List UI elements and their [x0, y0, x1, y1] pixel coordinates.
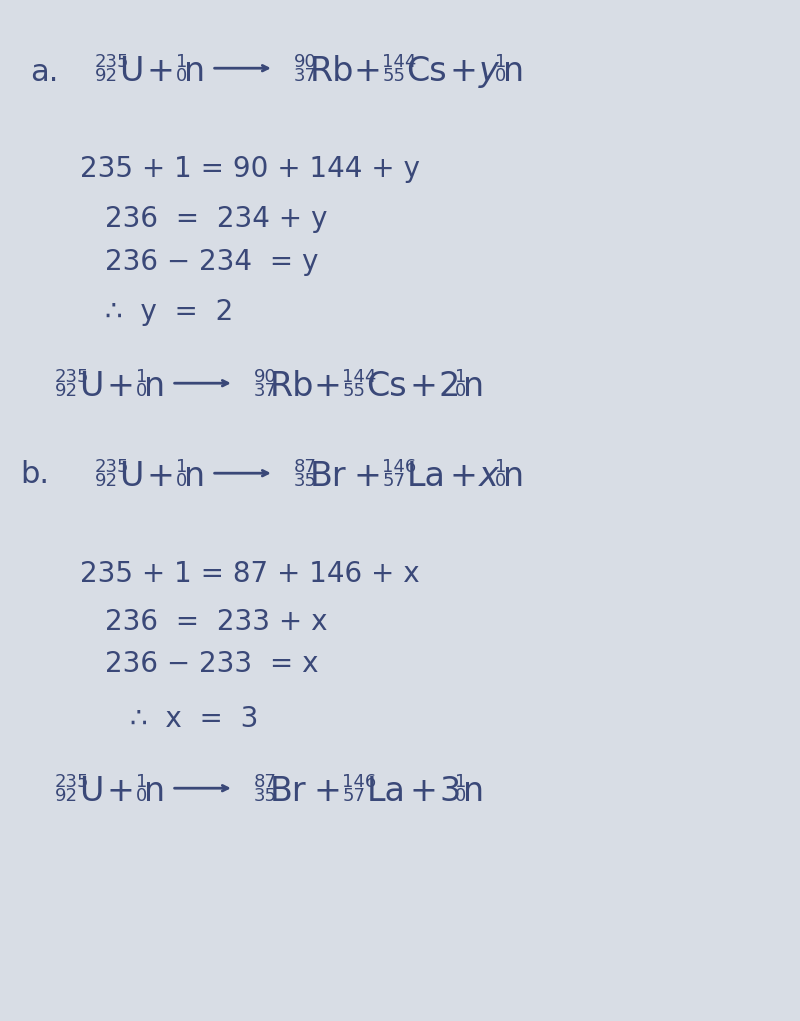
Text: 236  =  234 + y: 236 = 234 + y: [105, 205, 327, 233]
Text: 235: 235: [55, 773, 90, 791]
Text: +: +: [353, 460, 381, 493]
Text: 90: 90: [254, 368, 277, 386]
Text: 55: 55: [382, 67, 406, 85]
Text: 0: 0: [136, 382, 147, 400]
Text: 1: 1: [454, 368, 466, 386]
Text: n: n: [462, 775, 484, 808]
Text: 235 + 1 = 90 + 144 + y: 235 + 1 = 90 + 144 + y: [80, 155, 420, 183]
Text: 92: 92: [95, 67, 118, 85]
Text: 1: 1: [494, 458, 506, 476]
Text: 92: 92: [95, 472, 118, 490]
Text: 35: 35: [254, 787, 277, 805]
Text: 57: 57: [342, 787, 366, 805]
Text: a.: a.: [30, 58, 58, 87]
Text: 235: 235: [55, 368, 90, 386]
Text: 146: 146: [342, 773, 377, 791]
Text: 146: 146: [382, 458, 417, 476]
Text: 0: 0: [494, 67, 506, 85]
Text: 0: 0: [136, 787, 147, 805]
Text: 87: 87: [254, 773, 277, 791]
Text: 1: 1: [176, 53, 187, 71]
Text: +: +: [450, 55, 478, 88]
Text: n: n: [184, 460, 206, 493]
Text: n: n: [144, 775, 166, 808]
Text: +: +: [410, 775, 438, 808]
Text: Br: Br: [270, 775, 306, 808]
Text: +: +: [146, 55, 174, 88]
Text: 235: 235: [95, 53, 130, 71]
Text: +: +: [146, 460, 174, 493]
Text: 90: 90: [294, 53, 317, 71]
Text: 144: 144: [342, 368, 377, 386]
Text: 1: 1: [136, 773, 147, 791]
Text: 236 − 233  = x: 236 − 233 = x: [105, 650, 318, 678]
Text: +: +: [313, 370, 341, 403]
Text: 37: 37: [254, 382, 277, 400]
Text: 0: 0: [454, 787, 466, 805]
Text: n: n: [144, 370, 166, 403]
Text: 2: 2: [439, 370, 460, 403]
Text: 235 + 1 = 87 + 146 + x: 235 + 1 = 87 + 146 + x: [80, 560, 420, 588]
Text: Rb: Rb: [310, 55, 354, 88]
Text: 0: 0: [454, 382, 466, 400]
Text: b.: b.: [20, 460, 49, 489]
Text: Cs: Cs: [406, 55, 447, 88]
Text: La: La: [366, 775, 406, 808]
Text: n: n: [462, 370, 484, 403]
Text: 87: 87: [294, 458, 317, 476]
Text: U: U: [119, 55, 143, 88]
Text: 0: 0: [176, 472, 187, 490]
Text: Rb: Rb: [270, 370, 314, 403]
Text: y: y: [479, 55, 498, 88]
Text: 0: 0: [494, 472, 506, 490]
Text: n: n: [502, 55, 524, 88]
Text: +: +: [106, 370, 134, 403]
Text: 236 − 234  = y: 236 − 234 = y: [105, 248, 318, 276]
Text: 3: 3: [439, 775, 460, 808]
Text: 144: 144: [382, 53, 417, 71]
Text: 1: 1: [494, 53, 506, 71]
Text: n: n: [184, 55, 206, 88]
Text: n: n: [502, 460, 524, 493]
Text: +: +: [353, 55, 381, 88]
Text: +: +: [410, 370, 438, 403]
Text: U: U: [119, 460, 143, 493]
Text: 235: 235: [95, 458, 130, 476]
Text: ∴  y  =  2: ∴ y = 2: [105, 298, 234, 326]
Text: ∴  x  =  3: ∴ x = 3: [130, 704, 258, 733]
Text: 92: 92: [55, 787, 78, 805]
Text: 0: 0: [176, 67, 187, 85]
Text: La: La: [406, 460, 446, 493]
Text: 35: 35: [294, 472, 317, 490]
Text: 236  =  233 + x: 236 = 233 + x: [105, 607, 327, 636]
Text: 1: 1: [136, 368, 147, 386]
Text: U: U: [79, 775, 103, 808]
Text: 37: 37: [294, 67, 317, 85]
Text: x: x: [479, 460, 498, 493]
Text: +: +: [450, 460, 478, 493]
Text: 57: 57: [382, 472, 406, 490]
Text: 1: 1: [454, 773, 466, 791]
Text: Br: Br: [310, 460, 346, 493]
Text: U: U: [79, 370, 103, 403]
Text: 92: 92: [55, 382, 78, 400]
Text: 55: 55: [342, 382, 366, 400]
Text: +: +: [106, 775, 134, 808]
Text: Cs: Cs: [366, 370, 407, 403]
Text: +: +: [313, 775, 341, 808]
Text: 1: 1: [176, 458, 187, 476]
